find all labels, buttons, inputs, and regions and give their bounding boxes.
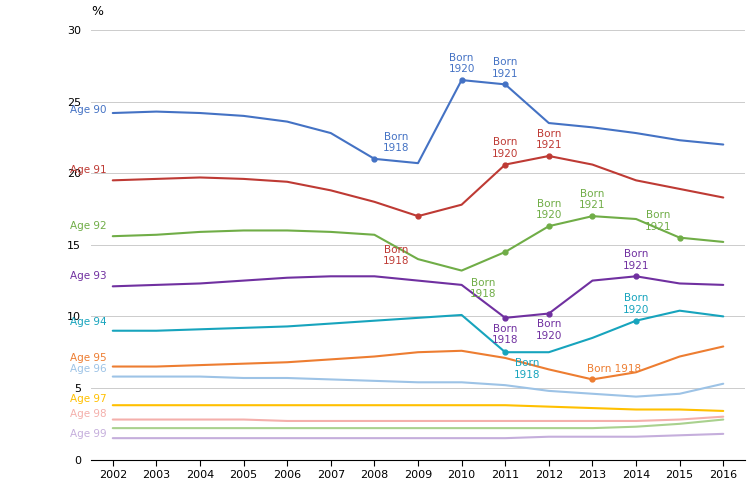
- Text: Born
1918: Born 1918: [383, 131, 409, 153]
- Text: Born
1918: Born 1918: [383, 244, 409, 266]
- Text: Age 99: Age 99: [70, 429, 106, 439]
- Text: Born
1921: Born 1921: [535, 129, 562, 150]
- Text: Born
1921: Born 1921: [644, 210, 671, 232]
- Text: Age 98: Age 98: [70, 409, 106, 419]
- Text: Born
1920: Born 1920: [492, 137, 518, 159]
- Text: %: %: [91, 5, 103, 19]
- Text: Age 94: Age 94: [70, 317, 106, 327]
- Text: Age 96: Age 96: [70, 364, 106, 375]
- Text: Born
1918: Born 1918: [492, 323, 518, 345]
- Text: Born
1918: Born 1918: [470, 278, 496, 299]
- Text: Born
1921: Born 1921: [492, 57, 518, 78]
- Text: Born 1918: Born 1918: [587, 364, 641, 374]
- Text: Age 91: Age 91: [70, 165, 106, 175]
- Text: Age 92: Age 92: [70, 221, 106, 231]
- Text: Born
1918: Born 1918: [514, 358, 540, 379]
- Text: Age 95: Age 95: [70, 353, 106, 363]
- Text: Born
1920: Born 1920: [448, 53, 475, 75]
- Text: Age 97: Age 97: [70, 394, 106, 405]
- Text: Born
1921: Born 1921: [623, 249, 649, 271]
- Text: Age 90: Age 90: [70, 105, 106, 115]
- Text: Born
1920: Born 1920: [623, 293, 649, 315]
- Text: Born
1921: Born 1921: [579, 189, 605, 210]
- Text: Born
1920: Born 1920: [535, 199, 562, 221]
- Text: Age 93: Age 93: [70, 271, 106, 281]
- Text: Born
1920: Born 1920: [535, 319, 562, 341]
